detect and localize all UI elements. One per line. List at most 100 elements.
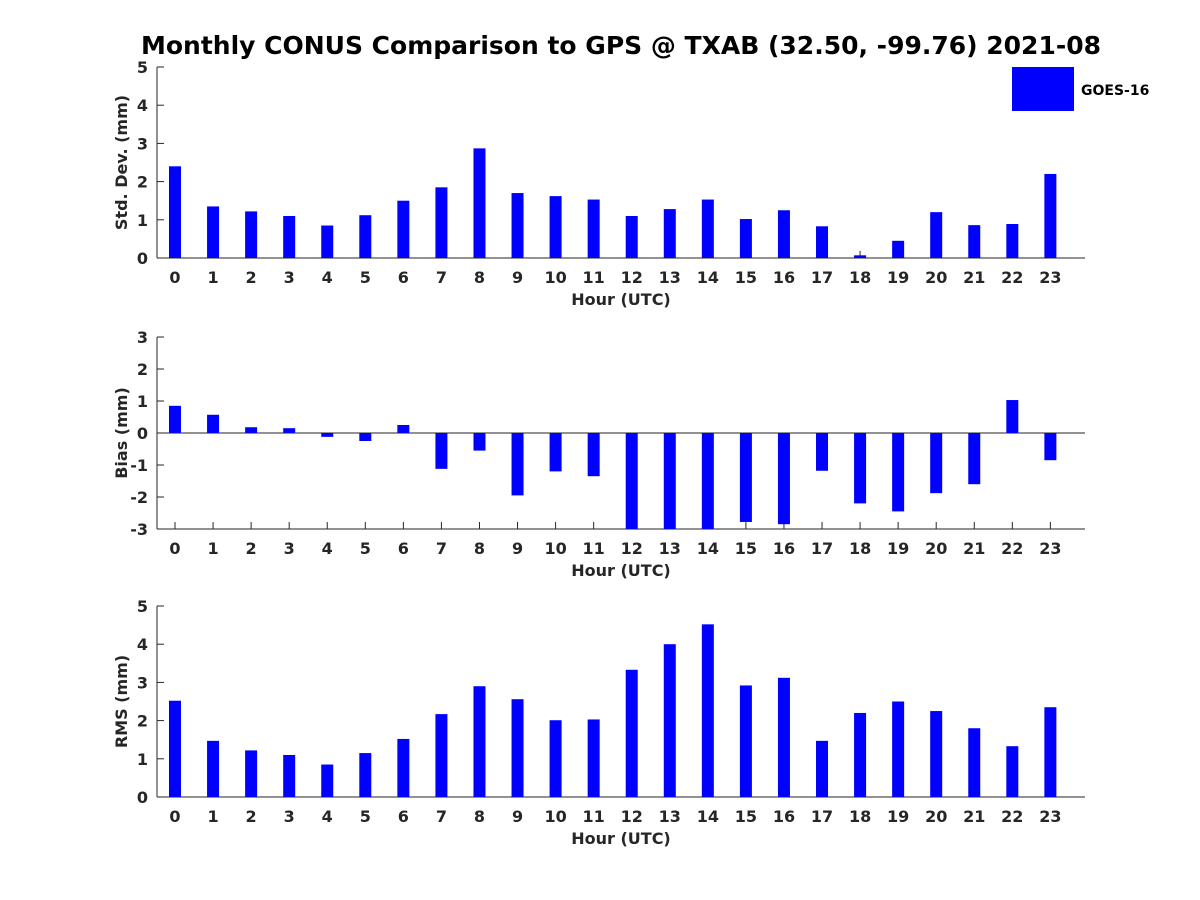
y-tick-label: -1 — [130, 456, 148, 475]
x-tick-label: 15 — [735, 539, 757, 558]
x-tick-label: 19 — [887, 539, 909, 558]
x-tick-label: 4 — [322, 807, 333, 826]
bar — [207, 206, 220, 258]
y-tick-label: 1 — [137, 750, 148, 769]
y-tick-label: 3 — [137, 673, 148, 692]
x-tick-label: 0 — [169, 539, 180, 558]
bar — [511, 433, 524, 496]
bar — [930, 212, 943, 258]
bar — [245, 211, 258, 258]
bar — [930, 711, 943, 797]
y-axis-label: Bias (mm) — [112, 387, 131, 479]
x-tick-label: 10 — [544, 268, 566, 287]
bar — [549, 196, 562, 258]
bar — [854, 433, 867, 504]
x-tick-label: 20 — [925, 539, 947, 558]
x-tick-label: 9 — [512, 807, 523, 826]
x-tick-label: 11 — [583, 807, 605, 826]
bar — [739, 433, 752, 522]
y-tick-label: 2 — [137, 712, 148, 731]
x-tick-label: 11 — [583, 539, 605, 558]
x-tick-label: 0 — [169, 807, 180, 826]
x-tick-label: 13 — [659, 807, 681, 826]
bar — [435, 187, 448, 258]
bar — [283, 215, 296, 258]
x-tick-label: 1 — [207, 268, 218, 287]
bar — [816, 740, 829, 797]
x-tick-label: 18 — [849, 807, 871, 826]
y-tick-label: 1 — [137, 211, 148, 230]
bar — [549, 433, 562, 472]
bar — [777, 677, 790, 797]
x-tick-label: 9 — [512, 539, 523, 558]
bar — [245, 750, 258, 797]
bar — [397, 200, 410, 258]
bar — [359, 753, 372, 797]
x-tick-label: 18 — [849, 539, 871, 558]
x-tick-label: 21 — [963, 807, 985, 826]
x-tick-label: 10 — [544, 807, 566, 826]
bar — [625, 433, 638, 529]
x-tick-label: 3 — [284, 807, 295, 826]
x-tick-label: 22 — [1001, 807, 1023, 826]
bar — [435, 714, 448, 797]
bar — [359, 433, 372, 441]
y-tick-label: -3 — [130, 520, 148, 539]
x-tick-label: 6 — [398, 539, 409, 558]
x-tick-label: 13 — [659, 268, 681, 287]
bar — [968, 225, 981, 258]
x-tick-label: 9 — [512, 268, 523, 287]
bar — [625, 215, 638, 258]
y-axis-label: Std. Dev. (mm) — [112, 95, 131, 230]
bar — [321, 764, 334, 797]
y-tick-label: 0 — [137, 788, 148, 807]
x-tick-label: 8 — [474, 807, 485, 826]
bar — [1044, 707, 1057, 797]
x-tick-label: 8 — [474, 539, 485, 558]
bar — [1006, 746, 1019, 797]
x-axis-label: Hour (UTC) — [571, 561, 671, 580]
y-tick-label: -2 — [130, 488, 148, 507]
bar — [892, 240, 905, 258]
y-tick-label: 2 — [137, 360, 148, 379]
x-tick-label: 2 — [246, 268, 257, 287]
bar — [473, 686, 486, 797]
x-tick-label: 3 — [284, 539, 295, 558]
x-tick-label: 2 — [246, 539, 257, 558]
legend-label: GOES-16 — [1081, 83, 1149, 99]
y-tick-label: 0 — [137, 249, 148, 268]
x-tick-label: 7 — [436, 268, 447, 287]
bar — [321, 225, 334, 258]
bar — [816, 433, 829, 471]
y-tick-label: 4 — [137, 96, 148, 115]
bar — [854, 255, 867, 258]
x-tick-label: 19 — [887, 268, 909, 287]
bar — [777, 210, 790, 258]
bar — [892, 433, 905, 512]
bar — [473, 148, 486, 258]
x-tick-label: 10 — [544, 539, 566, 558]
bar — [397, 425, 410, 433]
bar — [207, 414, 220, 433]
y-tick-label: 3 — [137, 134, 148, 153]
bar — [587, 433, 600, 477]
bar — [169, 405, 181, 433]
x-tick-label: 2 — [246, 807, 257, 826]
y-tick-label: 0 — [137, 424, 148, 443]
legend: GOES-16 — [1012, 67, 1149, 111]
bar — [1044, 433, 1057, 461]
x-axis-label: Hour (UTC) — [571, 290, 671, 309]
bar — [587, 199, 600, 258]
x-tick-label: 13 — [659, 539, 681, 558]
bar — [1044, 173, 1057, 258]
x-tick-label: 18 — [849, 268, 871, 287]
bar — [930, 433, 943, 494]
bar — [587, 719, 600, 797]
x-tick-label: 15 — [735, 268, 757, 287]
x-tick-label: 5 — [360, 539, 371, 558]
bar — [283, 428, 296, 433]
bar — [359, 215, 372, 258]
